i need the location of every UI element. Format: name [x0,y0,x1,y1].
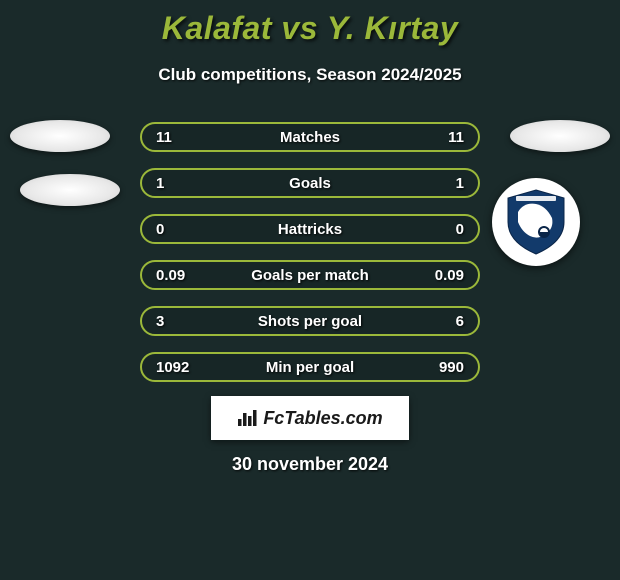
stat-right-value: 990 [439,359,464,376]
stat-row: 1 Goals 1 [140,168,480,198]
stat-right-value: 6 [456,313,464,330]
stat-right-value: 0 [456,221,464,238]
club-logo-right [492,178,580,266]
stat-label: Hattricks [278,221,342,238]
stat-label: Matches [280,129,340,146]
player-left-badge-1 [10,120,110,152]
stat-row: 1092 Min per goal 990 [140,352,480,382]
stat-label: Shots per goal [258,313,362,330]
stat-left-value: 3 [156,313,164,330]
stats-bars: 11 Matches 11 1 Goals 1 0 Hattricks 0 0.… [140,122,480,398]
stat-label: Goals [289,175,331,192]
comparison-subtitle: Club competitions, Season 2024/2025 [0,65,620,85]
stat-left-value: 11 [156,129,172,146]
eagle-shield-icon [504,188,568,256]
stat-left-value: 1 [156,175,164,192]
stat-label: Min per goal [266,359,354,376]
stat-right-value: 0.09 [435,267,464,284]
stat-left-value: 0.09 [156,267,185,284]
player-right-badge-1 [510,120,610,152]
stat-row: 0.09 Goals per match 0.09 [140,260,480,290]
stat-left-value: 1092 [156,359,189,376]
stat-row: 11 Matches 11 [140,122,480,152]
stat-row: 3 Shots per goal 6 [140,306,480,336]
player-left-badge-2 [20,174,120,206]
stat-row: 0 Hattricks 0 [140,214,480,244]
fctables-badge: FcTables.com [211,396,409,440]
stat-left-value: 0 [156,221,164,238]
comparison-date: 30 november 2024 [0,454,620,475]
comparison-title: Kalafat vs Y. Kırtay [0,0,620,47]
stat-right-value: 11 [448,129,464,146]
bars-icon [237,409,257,427]
fctables-label: FcTables.com [263,408,382,429]
stat-right-value: 1 [456,175,464,192]
stat-label: Goals per match [251,267,369,284]
